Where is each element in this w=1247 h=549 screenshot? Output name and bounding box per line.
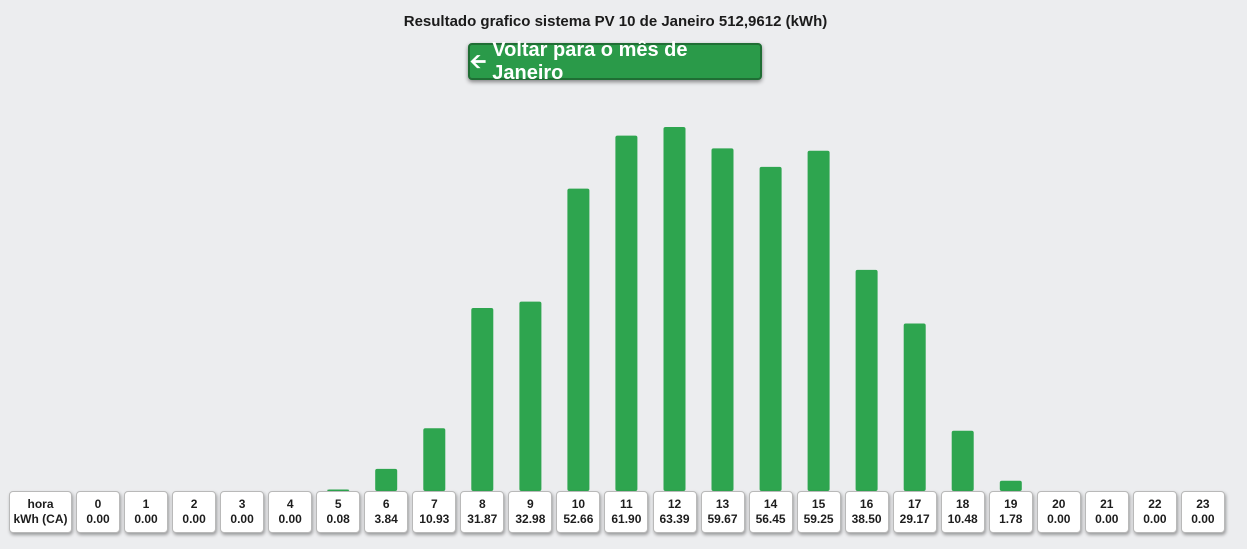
hour-label: 5: [334, 497, 342, 511]
arrow-left-icon: 🡨: [470, 50, 487, 73]
bar-hour-10: [567, 188, 590, 491]
bar-hour-18: [951, 430, 974, 491]
hour-cell: 4 0.00: [268, 491, 313, 533]
hour-cell: 21 0.00: [1084, 491, 1129, 533]
hour-cell: 16 38.50: [844, 491, 889, 533]
hour-cell: 18 10.48: [940, 491, 985, 533]
hour-cell: 0 0.00: [76, 491, 120, 533]
bar-hour-14: [759, 166, 782, 491]
hour-label: 3: [238, 497, 246, 511]
hour-cell: 17 29.17: [892, 491, 937, 533]
bar-hour-11: [615, 135, 638, 491]
value-label: 0.00: [1095, 512, 1119, 526]
value-label: 3.84: [374, 512, 398, 526]
bar-hour-9: [519, 301, 542, 491]
hour-cell: 5 0.08: [316, 491, 361, 533]
hour-cell: 12 63.39: [652, 491, 697, 533]
header-hour-label: hora: [27, 497, 54, 511]
hour-label: 17: [908, 497, 922, 511]
back-to-month-button[interactable]: 🡨 Voltar para o mês de Janeiro: [468, 39, 762, 84]
value-label: 0.08: [326, 512, 350, 526]
hour-label: 4: [286, 497, 294, 511]
hour-cell: 9 32.98: [508, 491, 553, 533]
hour-label: 16: [859, 497, 874, 511]
hour-label: 18: [956, 497, 970, 511]
bar-hour-15: [807, 150, 830, 492]
header-cell: hora kWh (CA): [9, 491, 72, 533]
bar-hour-16: [855, 269, 878, 491]
hour-label: 10: [571, 497, 586, 511]
hour-cell: 2 0.00: [172, 491, 217, 533]
value-label: 0.00: [182, 512, 206, 526]
bar-hour-12: [663, 127, 686, 491]
header-value-label: kWh (CA): [13, 512, 68, 526]
hour-cell: 13 59.67: [700, 491, 745, 533]
value-label: 0.00: [1047, 512, 1071, 526]
hour-cell: 3 0.00: [220, 491, 265, 533]
value-label: 32.98: [515, 512, 546, 526]
value-label: 0.00: [1191, 512, 1215, 526]
bar-hour-13: [711, 148, 734, 491]
hour-label: 1: [142, 497, 150, 511]
hour-label: 19: [1004, 497, 1018, 511]
hour-label: 8: [478, 497, 486, 511]
hour-label: 15: [811, 497, 826, 511]
value-label: 0.00: [230, 512, 254, 526]
hour-cell: 19 1.78: [988, 491, 1033, 533]
bar-hour-6: [375, 468, 398, 491]
hour-label: 7: [430, 497, 438, 511]
value-label: 52.66: [563, 512, 594, 526]
value-label: 38.50: [851, 512, 882, 526]
hour-label: 22: [1148, 497, 1162, 511]
value-label: 31.87: [467, 512, 498, 526]
value-label: 1.78: [999, 512, 1023, 526]
hour-label: 20: [1052, 497, 1066, 511]
bar-hour-5: [327, 489, 350, 491]
value-label: 0.00: [134, 512, 158, 526]
value-label: 29.17: [899, 512, 930, 526]
hour-cell: 20 0.00: [1036, 491, 1081, 533]
hour-label: 14: [763, 497, 778, 511]
hour-cell: 7 10.93: [412, 491, 457, 533]
value-label: 0.00: [1143, 512, 1167, 526]
hour-label: 9: [527, 497, 534, 511]
hour-label: 12: [667, 497, 682, 511]
value-label: 0.00: [86, 512, 110, 526]
hour-label: 2: [190, 497, 198, 511]
value-label: 56.45: [755, 512, 786, 526]
back-button-label: Voltar para o mês de Janeiro: [492, 38, 688, 84]
hour-cell: 11 61.90: [604, 491, 649, 533]
value-label: 59.67: [707, 512, 738, 526]
hour-cell: 23 0.00: [1180, 491, 1225, 533]
value-label: 0.00: [278, 512, 302, 526]
bar-hour-19: [999, 480, 1022, 491]
value-label: 63.39: [659, 512, 690, 526]
hour-label: 11: [620, 497, 633, 511]
bar-hour-17: [903, 323, 926, 491]
hour-cell: 6 3.84: [364, 491, 409, 533]
hour-label: 21: [1100, 497, 1114, 511]
bar-hour-8: [471, 308, 494, 491]
page-title: Resultado grafico sistema PV 10 de Janei…: [403, 13, 828, 30]
hour-cell: 15 59.25: [796, 491, 841, 533]
hour-cell: 10 52.66: [556, 491, 601, 533]
hour-cell: 1 0.00: [124, 491, 168, 533]
bar-hour-7: [423, 428, 446, 491]
value-label: 10.93: [419, 512, 450, 526]
value-label: 59.25: [803, 512, 834, 526]
hour-label: 13: [715, 497, 730, 511]
hour-label: 0: [94, 497, 102, 511]
value-label: 10.48: [947, 512, 978, 526]
value-label: 61.90: [611, 512, 642, 526]
hour-cell: 8 31.87: [460, 491, 505, 533]
hour-label: 23: [1196, 497, 1210, 511]
hour-label: 6: [382, 497, 390, 511]
hour-cell: 14 56.45: [748, 491, 793, 533]
hour-cell: 22 0.00: [1132, 491, 1177, 533]
